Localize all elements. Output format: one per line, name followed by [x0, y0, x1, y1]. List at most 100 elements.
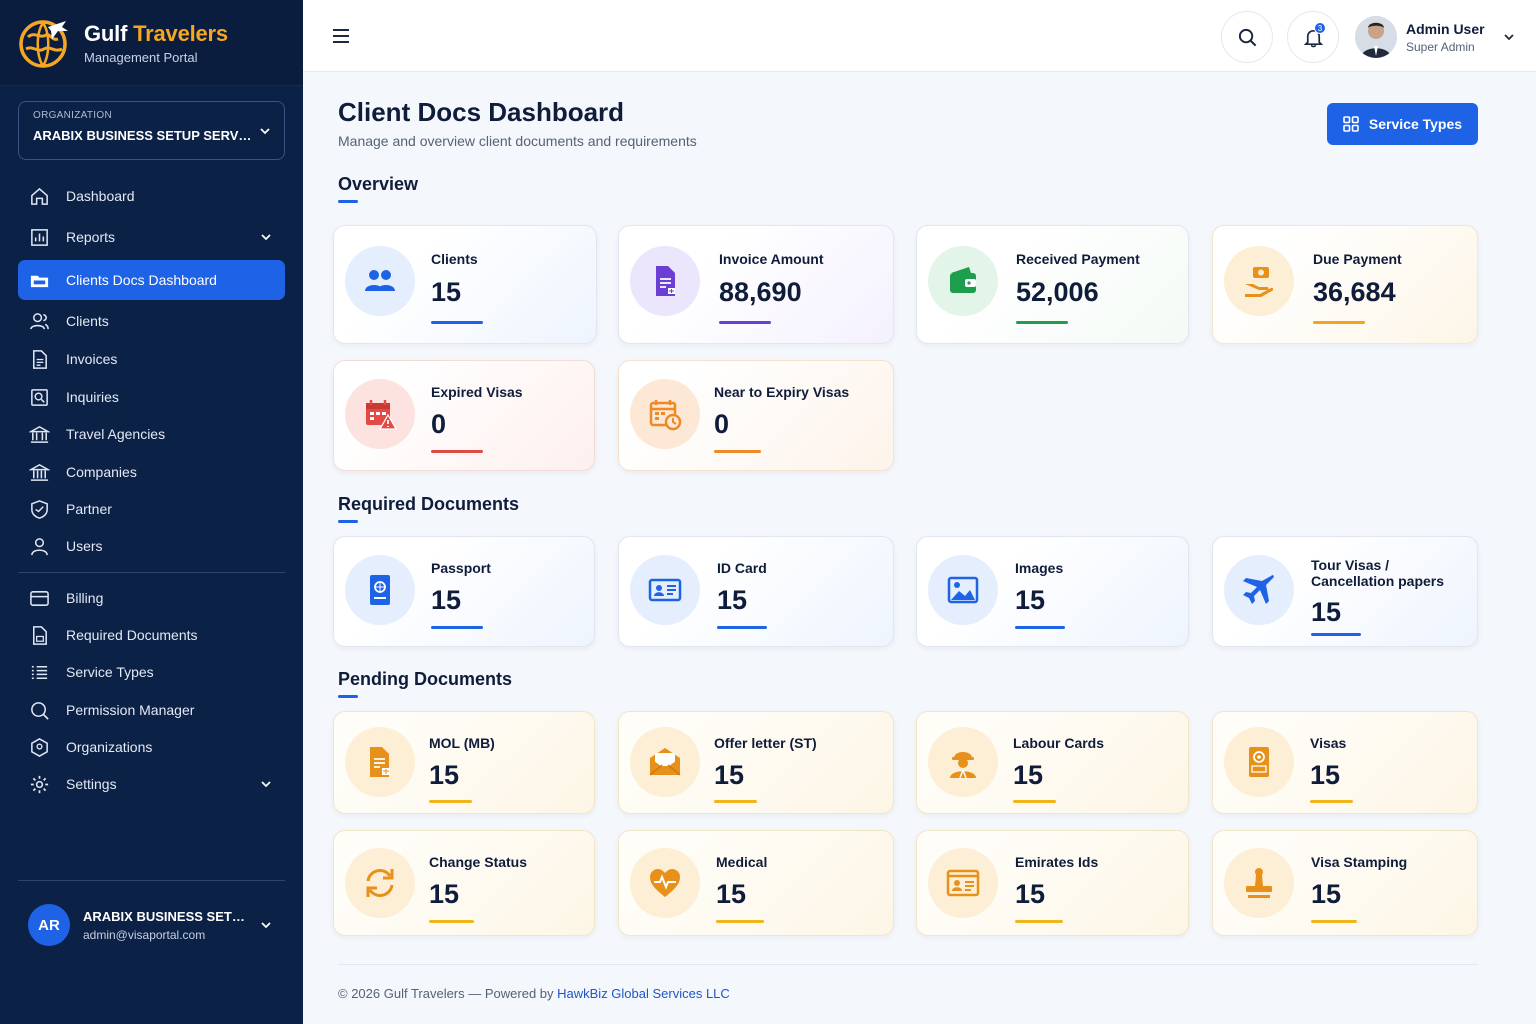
grid-icon — [1343, 116, 1359, 132]
card-accent-bar — [431, 626, 483, 629]
card-label: Visas — [1310, 735, 1347, 751]
sidebar-user-name: ARABIX BUSINESS SETUP SERVICES — [83, 908, 251, 924]
pending-card-emirates-ids[interactable]: Emirates Ids 15 — [916, 830, 1189, 936]
sidebar-item-clients[interactable]: Clients — [18, 301, 285, 341]
sidebar-item-dashboard[interactable]: Dashboard — [18, 176, 285, 216]
brand[interactable]: Gulf Travelers Management Portal — [0, 0, 303, 86]
overview-card-expired-visas[interactable]: Expired Visas 0 — [333, 360, 595, 471]
card-label: Medical — [716, 854, 768, 870]
invoice-icon — [28, 348, 50, 370]
sidebar-user-card[interactable]: AR ARABIX BUSINESS SETUP SERVICES admin@… — [18, 895, 285, 955]
sidebar-item-label: Companies — [66, 464, 137, 480]
pending-card-mol[interactable]: MOL (MB) 15 — [333, 711, 595, 814]
sidebar-item-inquiries[interactable]: Inquiries — [18, 377, 285, 417]
bank-icon — [28, 423, 50, 445]
calendar-alert-icon — [345, 379, 415, 449]
sidebar-item-organizations[interactable]: Organizations — [18, 727, 285, 767]
user-icon — [28, 535, 50, 557]
card-accent-bar — [1313, 321, 1365, 324]
sidebar-item-label: Settings — [66, 776, 117, 792]
card-icon — [28, 587, 50, 609]
profile-name: Admin User — [1406, 20, 1485, 37]
users-icon — [28, 310, 50, 332]
pending-card-labour-cards[interactable]: Labour Cards 15 — [916, 711, 1189, 814]
overview-card-invoice-amount[interactable]: Invoice Amount 88,690 — [618, 225, 894, 344]
notifications-button[interactable]: 3 — [1287, 11, 1339, 63]
home-icon — [28, 185, 50, 207]
service-types-button[interactable]: Service Types — [1327, 103, 1478, 145]
handshake-icon — [28, 498, 50, 520]
sidebar-item-invoices[interactable]: Invoices — [18, 339, 285, 379]
sidebar-item-label: Travel Agencies — [66, 426, 166, 442]
pending-card-change-status[interactable]: Change Status 15 — [333, 830, 595, 936]
required-card-tour-visas[interactable]: Tour Visas / Cancellation papers 15 — [1212, 536, 1478, 647]
overview-card-clients[interactable]: Clients 15 — [333, 225, 597, 344]
required-card-passport[interactable]: Passport 15 — [333, 536, 595, 647]
card-accent-bar — [1015, 920, 1063, 923]
sidebar-item-label: Dashboard — [66, 188, 135, 204]
sidebar-item-partner[interactable]: Partner — [18, 489, 285, 529]
hamburger-menu-icon[interactable] — [331, 26, 351, 46]
brand-subtitle: Management Portal — [84, 49, 198, 65]
card-accent-bar — [1015, 626, 1065, 629]
card-accent-bar — [716, 920, 764, 923]
required-card-images[interactable]: Images 15 — [916, 536, 1189, 647]
card-accent-bar — [719, 321, 771, 324]
worker-icon — [928, 727, 998, 797]
card-accent-bar — [1016, 321, 1068, 324]
overview-card-due-payment[interactable]: Due Payment 36,684 — [1212, 225, 1478, 344]
clients-icon — [345, 246, 415, 316]
card-label: Passport — [431, 560, 491, 576]
pending-card-visas[interactable]: Visas 15 — [1212, 711, 1478, 814]
top-bar: 3 Admin User Super Admin — [303, 0, 1536, 72]
card-value: 15 — [429, 760, 460, 790]
card-value: 15 — [431, 585, 462, 615]
sidebar-item-clients-docs-dashboard[interactable]: Clients Docs Dashboard — [18, 260, 285, 300]
required-card-id-card[interactable]: ID Card 15 — [618, 536, 894, 647]
hexagon-icon — [28, 736, 50, 758]
sidebar-item-settings[interactable]: Settings — [18, 764, 285, 804]
card-value: 15 — [1013, 760, 1044, 790]
card-label-line: Cancellation papers — [1311, 573, 1445, 589]
sidebar-item-travel-agencies[interactable]: Travel Agencies — [18, 414, 285, 454]
card-value: 15 — [1015, 879, 1046, 909]
sidebar-item-service-types[interactable]: Service Types — [18, 652, 285, 692]
organization-selector[interactable]: ORGANIZATION ARABIX BUSINESS SETUP SERVI… — [18, 101, 285, 160]
pending-card-offer-letter[interactable]: Offer letter (ST) 15 — [618, 711, 894, 814]
pending-card-medical[interactable]: Medical 15 — [618, 830, 894, 936]
sidebar-item-required-documents[interactable]: Required Documents — [18, 615, 285, 655]
building-icon — [28, 461, 50, 483]
pending-card-visa-stamping[interactable]: Visa Stamping 15 — [1212, 830, 1478, 936]
section-title-overview: Overview — [338, 174, 419, 194]
sidebar-item-permission-manager[interactable]: Permission Manager — [18, 690, 285, 730]
card-value: 52,006 — [1016, 277, 1099, 307]
sidebar-item-label: Clients Docs Dashboard — [66, 272, 217, 288]
card-value: 15 — [1311, 597, 1342, 627]
section-title-required-documents: Required Documents — [338, 494, 520, 514]
card-accent-bar — [429, 800, 472, 803]
sidebar-item-label: Reports — [66, 229, 116, 245]
sidebar-item-label: Invoices — [66, 351, 118, 367]
profile-role: Super Admin — [1406, 39, 1475, 54]
search-button[interactable] — [1221, 11, 1273, 63]
wallet-icon — [928, 246, 998, 316]
card-label: Due Payment — [1313, 251, 1402, 267]
sidebar-item-label: Required Documents — [66, 627, 198, 643]
footer-link[interactable]: HawkBiz Global Services LLC — [557, 986, 730, 1001]
calendar-clock-icon — [630, 379, 700, 449]
user-profile-menu[interactable]: Admin User Super Admin — [1355, 14, 1516, 60]
card-accent-bar — [714, 450, 761, 453]
overview-card-received-payment[interactable]: Received Payment 52,006 — [916, 225, 1189, 344]
brand-name: Gulf Travelers — [84, 20, 228, 46]
sidebar-item-users[interactable]: Users — [18, 526, 285, 566]
sidebar-item-reports[interactable]: Reports — [18, 217, 285, 257]
sidebar-item-billing[interactable]: Billing — [18, 578, 285, 618]
overview-card-near-expiry-visas[interactable]: Near to Expiry Visas 0 — [618, 360, 894, 471]
sidebar-item-label: Service Types — [66, 664, 154, 680]
card-label: Tour Visas / Cancellation papers — [1311, 557, 1444, 589]
organization-value: ARABIX BUSINESS SETUP SERVICES — [33, 128, 255, 143]
avatar: AR — [28, 904, 70, 946]
search-icon — [1238, 28, 1256, 46]
section-title-pending-documents: Pending Documents — [338, 669, 513, 689]
sidebar-item-companies[interactable]: Companies — [18, 452, 285, 492]
